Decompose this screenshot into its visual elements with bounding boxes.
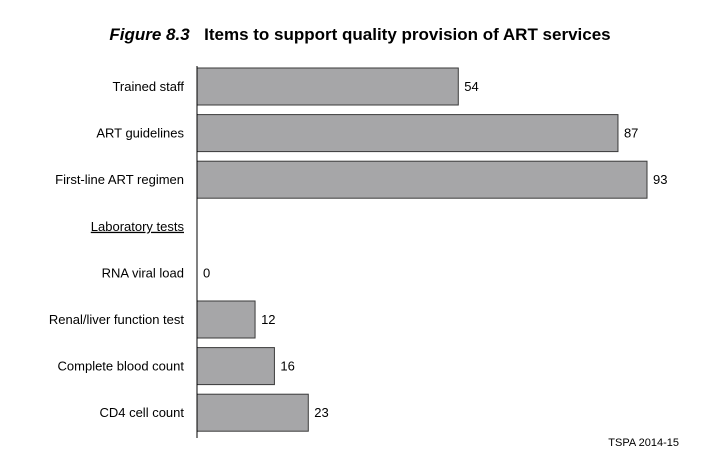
bar [196,393,309,432]
category-label: Trained staff [112,79,184,94]
bar [196,67,459,106]
chart-title: Figure 8.3 Items to support quality prov… [109,25,610,44]
data-label: 0 [203,265,210,280]
data-label: 12 [261,312,275,327]
category-label: Complete blood count [58,359,185,374]
data-label: 93 [653,172,667,187]
bar [196,347,275,386]
source-note: TSPA 2014-15 [608,437,679,449]
group-header-label: Laboratory tests [91,219,185,234]
category-label: First-line ART regimen [55,172,184,187]
data-label: 87 [624,126,638,141]
bar [196,160,648,199]
category-label: Renal/liver function test [49,312,185,327]
chart-title-text: Items to support quality provision of AR… [204,25,611,44]
plot-area: Trained staff 54 ART guidelines 87 First-lin… [49,67,667,432]
category-label: ART guidelines [96,126,184,141]
category-label: RNA viral load [102,265,184,280]
bar [196,300,256,339]
data-label: 16 [280,359,294,374]
data-label: 54 [464,79,478,94]
category-label: CD4 cell count [99,405,184,420]
figure-label: Figure 8.3 [109,25,190,44]
bar [196,114,619,153]
data-label: 23 [314,405,328,420]
